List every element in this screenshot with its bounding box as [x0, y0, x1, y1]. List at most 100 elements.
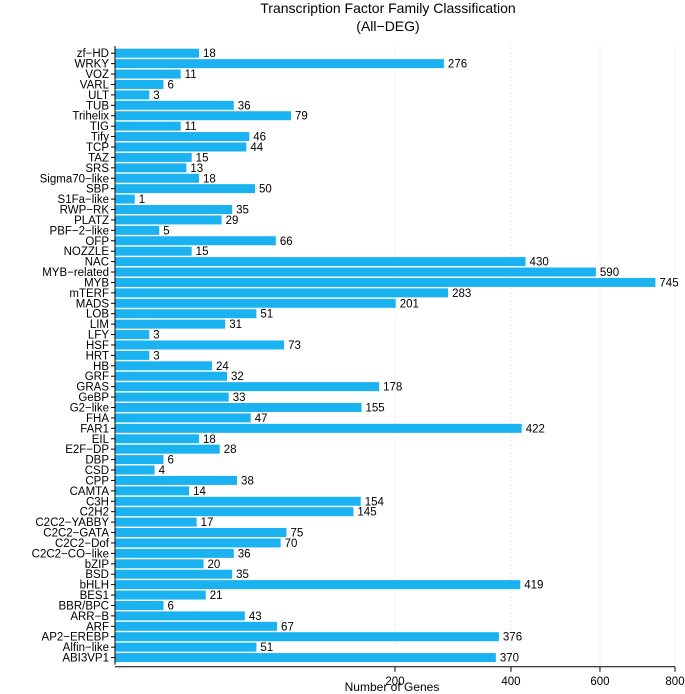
bar: [115, 298, 396, 308]
category-label: TCP: [86, 142, 109, 154]
bar: [115, 132, 250, 142]
bars: [115, 48, 656, 663]
bar: [115, 215, 222, 225]
bar: [115, 59, 444, 69]
category-label: PBF−2−like: [50, 225, 109, 237]
x-tick-label: 600: [590, 676, 609, 688]
category-label: LIM: [90, 319, 109, 331]
category-label: S1Fa−like: [58, 194, 109, 206]
value-label: 79: [295, 111, 308, 123]
category-label: VARL: [80, 79, 110, 91]
category-label: FHA: [86, 413, 109, 425]
bar: [115, 288, 449, 298]
value-label: 51: [260, 642, 273, 654]
bar: [115, 257, 526, 267]
category-label: BSD: [85, 569, 109, 581]
category-label: VOZ: [85, 69, 109, 81]
category-label: E2F−DP: [65, 444, 109, 456]
value-label: 6: [167, 600, 173, 612]
bar: [115, 382, 380, 392]
value-label: 370: [500, 653, 519, 665]
bar: [115, 173, 199, 183]
value-label: 18: [203, 48, 216, 60]
bar: [115, 267, 596, 277]
value-label: 38: [241, 475, 254, 487]
category-label: MYB: [84, 277, 109, 289]
bar: [115, 580, 521, 590]
bar: [115, 121, 181, 131]
value-label: 18: [203, 434, 216, 446]
value-label: 14: [193, 486, 206, 498]
category-label: MYB−related: [42, 267, 109, 279]
category-label: EIL: [92, 434, 110, 446]
category-label: C2C2−CO−like: [32, 548, 109, 560]
category-label: NAC: [85, 257, 109, 269]
value-label: 3: [153, 350, 159, 362]
bar: [115, 184, 255, 194]
category-label: CAMTA: [70, 486, 110, 498]
value-label: 44: [250, 142, 263, 154]
x-axis-title: Number of Genes: [345, 680, 440, 694]
bar: [115, 100, 234, 110]
value-label: 43: [249, 611, 262, 623]
bar: [115, 507, 354, 517]
value-label: 11: [185, 121, 197, 133]
bar: [115, 142, 247, 152]
value-label: 36: [238, 548, 251, 560]
value-label: 419: [524, 580, 543, 592]
bar: [115, 600, 164, 610]
bar: [115, 434, 199, 444]
bar: [115, 48, 199, 58]
bar: [115, 402, 362, 412]
value-label: 47: [255, 413, 268, 425]
value-label: 51: [260, 309, 273, 321]
value-label: 154: [365, 496, 385, 508]
category-labels: zf−HDWRKYVOZVARLULTTUBTrihelixTIGTifyTCP…: [32, 48, 110, 664]
bar: [115, 569, 233, 579]
x-tick-label: 800: [665, 676, 684, 688]
category-label: GRAS: [76, 382, 109, 394]
value-label: 276: [448, 59, 467, 71]
bar: [115, 642, 257, 652]
category-label: zf−HD: [77, 48, 109, 60]
value-label: 1: [139, 194, 145, 206]
category-label: C3H: [86, 496, 109, 508]
value-label: 422: [526, 423, 545, 435]
bar: [115, 79, 164, 89]
category-label: G2−like: [70, 402, 109, 414]
bar: [115, 559, 204, 569]
value-label: 13: [190, 163, 203, 175]
value-label: 3: [153, 330, 159, 342]
value-labels: 1827611633679114644151318501352956615430…: [139, 48, 679, 664]
value-label: 15: [196, 246, 209, 258]
category-label: TUB: [86, 100, 109, 112]
category-label: Alfin−like: [63, 642, 109, 654]
value-label: 33: [233, 392, 246, 404]
category-label: GeBP: [78, 392, 109, 404]
value-label: 590: [600, 267, 619, 279]
bar: [115, 465, 155, 475]
value-label: 376: [503, 632, 522, 644]
category-label: C2H2: [80, 507, 109, 519]
category-label: AP2−EREBP: [42, 632, 110, 644]
category-label: TIG: [90, 121, 109, 133]
category-label: Sigma70−like: [40, 173, 109, 185]
value-label: 67: [281, 621, 294, 633]
category-label: SBP: [86, 184, 109, 196]
value-label: 430: [530, 257, 549, 269]
bar: [115, 538, 281, 548]
value-label: 15: [196, 152, 209, 164]
category-label: ABI3VP1: [62, 653, 109, 665]
value-label: 24: [216, 361, 229, 373]
bar: [115, 309, 257, 319]
bar: [115, 496, 361, 506]
category-label: WRKY: [75, 59, 110, 71]
category-label: HSF: [86, 340, 109, 352]
value-label: 21: [210, 590, 223, 602]
bar: [115, 350, 150, 360]
value-label: 201: [400, 298, 419, 310]
category-label: Trihelix: [72, 111, 109, 123]
category-label: CSD: [85, 465, 109, 477]
bar: [115, 423, 522, 433]
